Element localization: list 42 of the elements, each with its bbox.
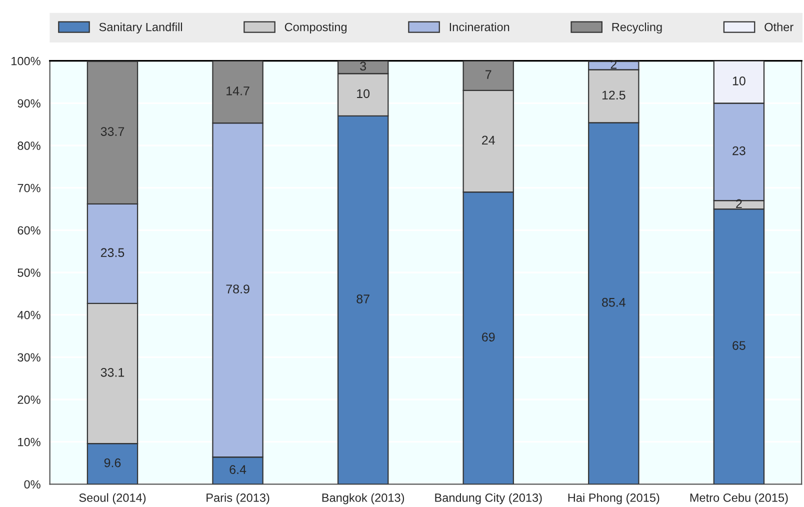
- y-tick-label: 70%: [18, 184, 40, 192]
- x-tick-label: Metro Cebu (2015): [690, 493, 788, 504]
- x-tick-label: Bandung City (2013): [435, 493, 542, 504]
- x-tick-label: Paris (2013): [206, 493, 270, 504]
- data-label: 3: [360, 62, 366, 71]
- data-label: 24: [482, 136, 495, 145]
- data-label: 10: [732, 76, 746, 86]
- data-label: 69: [482, 332, 495, 342]
- data-label: 6.4: [230, 465, 246, 474]
- data-label: 23: [732, 146, 746, 156]
- data-label: 2: [610, 60, 616, 69]
- data-label: 78.9: [226, 284, 250, 294]
- data-label: 33.7: [100, 127, 124, 136]
- data-label: 12.5: [602, 90, 626, 100]
- legend-label: Incineration: [450, 22, 510, 32]
- legend-label: Composting: [284, 22, 347, 34]
- data-label: 33.1: [100, 368, 124, 377]
- legend-label: Other: [764, 22, 794, 32]
- y-tick-label: 0%: [24, 480, 40, 489]
- data-label: 9.6: [104, 458, 121, 468]
- x-tick-label: Hai Phong (2015): [568, 493, 660, 504]
- data-label: 14.7: [226, 86, 250, 96]
- y-tick-label: 50%: [18, 268, 40, 277]
- data-label: 2: [736, 199, 742, 208]
- data-label: 87: [356, 294, 370, 304]
- data-label: 65: [732, 341, 746, 350]
- data-label: 85.4: [602, 298, 626, 307]
- y-tick-label: 100%: [12, 56, 40, 66]
- x-tick-label: Bangkok (2013): [322, 493, 404, 504]
- y-tick-label: 40%: [17, 310, 40, 320]
- x-tick-label: Seoul (2014): [79, 493, 146, 504]
- legend-label: Sanitary Landfill: [99, 22, 182, 34]
- data-label: 10: [357, 89, 370, 98]
- y-tick-label: 90%: [18, 99, 40, 108]
- y-tick-label: 10%: [18, 438, 40, 446]
- y-tick-label: 20%: [18, 396, 40, 404]
- data-label: 23.5: [100, 248, 124, 258]
- legend-label: Recycling: [612, 22, 662, 34]
- y-tick-label: 60%: [18, 226, 40, 235]
- y-tick-label: 30%: [18, 353, 40, 362]
- y-tick-label: 80%: [18, 142, 40, 150]
- data-label: 7: [486, 70, 492, 79]
